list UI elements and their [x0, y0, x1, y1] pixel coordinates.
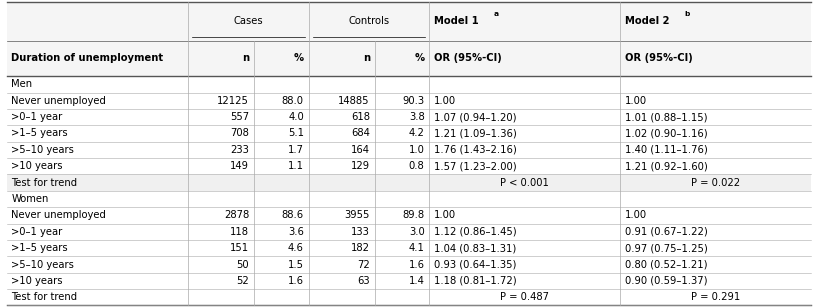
Text: 90.3: 90.3: [402, 96, 424, 106]
Text: >0–1 year: >0–1 year: [11, 112, 63, 122]
Text: 1.12 (0.86–1.45): 1.12 (0.86–1.45): [434, 227, 517, 237]
Text: 0.8: 0.8: [409, 161, 424, 171]
Text: 151: 151: [230, 243, 249, 253]
Text: OR (95%-CI): OR (95%-CI): [434, 53, 502, 64]
Bar: [7, 2, 811, 41]
Text: 0.93 (0.64–1.35): 0.93 (0.64–1.35): [434, 259, 517, 270]
Text: 1.07 (0.94–1.20): 1.07 (0.94–1.20): [434, 112, 517, 122]
Text: 1.04 (0.83–1.31): 1.04 (0.83–1.31): [434, 243, 516, 253]
Text: Women: Women: [11, 194, 49, 204]
Text: 618: 618: [351, 112, 370, 122]
Text: >5–10 years: >5–10 years: [11, 145, 74, 155]
Text: 3955: 3955: [345, 210, 370, 220]
Text: 118: 118: [230, 227, 249, 237]
Text: 12125: 12125: [217, 96, 249, 106]
Text: 2878: 2878: [224, 210, 249, 220]
Text: >10 years: >10 years: [11, 161, 63, 171]
Text: 1.00: 1.00: [434, 210, 456, 220]
Text: 1.0: 1.0: [409, 145, 424, 155]
Text: Never unemployed: Never unemployed: [11, 96, 107, 106]
Text: 52: 52: [237, 276, 249, 286]
Text: 4.6: 4.6: [288, 243, 304, 253]
Text: OR (95%-CI): OR (95%-CI): [625, 53, 693, 64]
Text: 133: 133: [351, 227, 370, 237]
Text: 182: 182: [351, 243, 370, 253]
Text: 89.8: 89.8: [402, 210, 424, 220]
Text: %: %: [293, 53, 304, 64]
Text: Duration of unemployment: Duration of unemployment: [11, 53, 163, 64]
Text: %: %: [415, 53, 424, 64]
Text: 50: 50: [237, 259, 249, 270]
Text: 4.0: 4.0: [288, 112, 304, 122]
Text: b: b: [685, 10, 689, 17]
Text: a: a: [493, 10, 499, 17]
Bar: [7, 60, 811, 76]
Text: 5.1: 5.1: [288, 128, 304, 138]
Text: 1.21 (0.92–1.60): 1.21 (0.92–1.60): [625, 161, 708, 171]
Text: 88.0: 88.0: [282, 96, 304, 106]
Text: 1.00: 1.00: [625, 96, 647, 106]
Text: 1.00: 1.00: [434, 96, 456, 106]
Text: >1–5 years: >1–5 years: [11, 243, 68, 253]
Text: Test for trend: Test for trend: [11, 292, 77, 302]
Text: 4.2: 4.2: [409, 128, 424, 138]
Text: Never unemployed: Never unemployed: [11, 210, 107, 220]
Text: 708: 708: [230, 128, 249, 138]
Text: P = 0.022: P = 0.022: [691, 178, 741, 188]
Text: 0.97 (0.75–1.25): 0.97 (0.75–1.25): [625, 243, 708, 253]
Text: >5–10 years: >5–10 years: [11, 259, 74, 270]
Text: 1.40 (1.11–1.76): 1.40 (1.11–1.76): [625, 145, 708, 155]
Text: 1.00: 1.00: [625, 210, 647, 220]
Text: 1.5: 1.5: [288, 259, 304, 270]
Text: P < 0.001: P < 0.001: [501, 178, 550, 188]
Text: 1.18 (0.81–1.72): 1.18 (0.81–1.72): [434, 276, 517, 286]
Text: n: n: [242, 53, 249, 64]
Text: n: n: [363, 53, 370, 64]
Bar: [7, 174, 811, 191]
Text: 1.57 (1.23–2.00): 1.57 (1.23–2.00): [434, 161, 517, 171]
Text: 1.76 (1.43–2.16): 1.76 (1.43–2.16): [434, 145, 517, 155]
Text: 3.0: 3.0: [409, 227, 424, 237]
Text: 88.6: 88.6: [282, 210, 304, 220]
Text: Test for trend: Test for trend: [11, 178, 77, 188]
Text: 72: 72: [357, 259, 370, 270]
Text: 1.21 (1.09–1.36): 1.21 (1.09–1.36): [434, 128, 517, 138]
Text: 1.6: 1.6: [409, 259, 424, 270]
Text: 0.80 (0.52–1.21): 0.80 (0.52–1.21): [625, 259, 707, 270]
Text: Model 1: Model 1: [434, 16, 479, 26]
Text: 63: 63: [357, 276, 370, 286]
Text: Men: Men: [11, 79, 33, 89]
Text: Model 2: Model 2: [625, 16, 670, 26]
Text: 0.91 (0.67–1.22): 0.91 (0.67–1.22): [625, 227, 708, 237]
Text: 3.6: 3.6: [288, 227, 304, 237]
Text: P = 0.487: P = 0.487: [500, 292, 550, 302]
Text: >1–5 years: >1–5 years: [11, 128, 68, 138]
Text: 164: 164: [351, 145, 370, 155]
Text: 1.02 (0.90–1.16): 1.02 (0.90–1.16): [625, 128, 708, 138]
Text: 1.6: 1.6: [288, 276, 304, 286]
Text: 14885: 14885: [338, 96, 370, 106]
Text: >10 years: >10 years: [11, 276, 63, 286]
Text: 233: 233: [230, 145, 249, 155]
Text: Controls: Controls: [349, 16, 389, 26]
Text: 1.4: 1.4: [409, 276, 424, 286]
Text: 149: 149: [230, 161, 249, 171]
Text: 129: 129: [350, 161, 370, 171]
Bar: [7, 41, 811, 76]
Text: >0–1 year: >0–1 year: [11, 227, 63, 237]
Text: Cases: Cases: [233, 16, 263, 26]
Text: 1.7: 1.7: [288, 145, 304, 155]
Text: 684: 684: [351, 128, 370, 138]
Text: 1.01 (0.88–1.15): 1.01 (0.88–1.15): [625, 112, 707, 122]
Text: 1.1: 1.1: [288, 161, 304, 171]
Text: 0.90 (0.59–1.37): 0.90 (0.59–1.37): [625, 276, 707, 286]
Text: 4.1: 4.1: [409, 243, 424, 253]
Text: 557: 557: [230, 112, 249, 122]
Text: 3.8: 3.8: [409, 112, 424, 122]
Text: P = 0.291: P = 0.291: [691, 292, 741, 302]
